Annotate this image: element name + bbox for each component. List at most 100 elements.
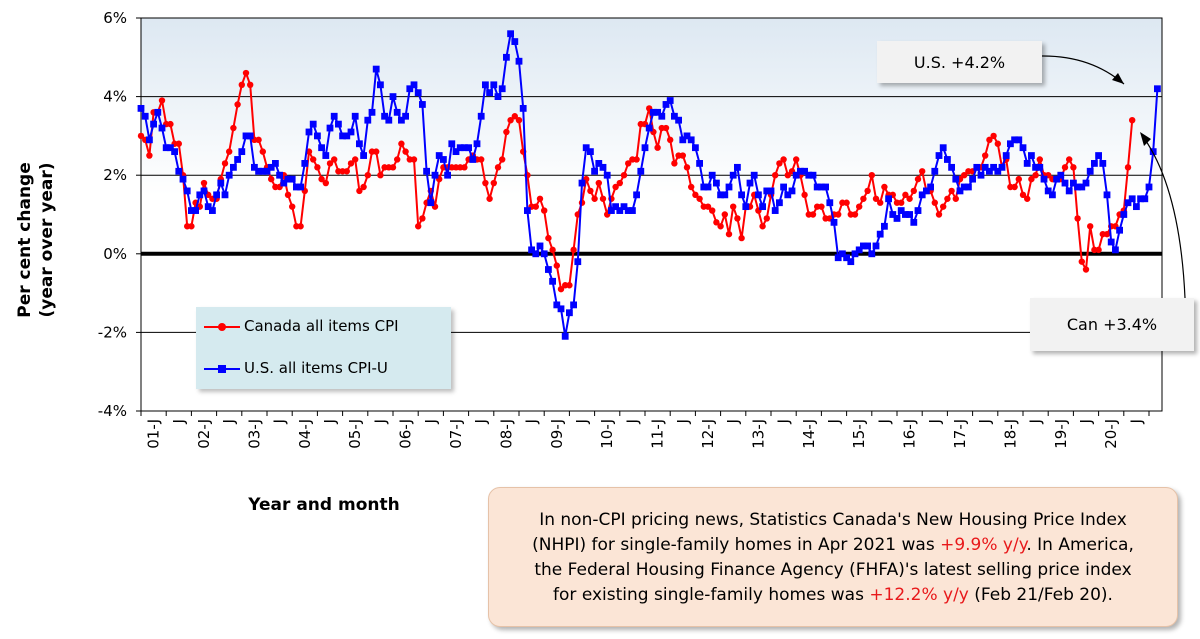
data-point — [251, 163, 258, 171]
data-point — [284, 175, 292, 183]
data-point — [797, 167, 804, 175]
data-point — [688, 183, 695, 191]
data-point — [477, 112, 485, 120]
data-point — [352, 156, 359, 163]
data-point — [872, 195, 880, 202]
data-point — [612, 183, 619, 191]
y-tick-label: 4% — [103, 88, 127, 106]
data-point — [599, 163, 607, 171]
data-point — [511, 113, 518, 120]
data-point — [347, 128, 355, 136]
x-axis: 01-J J 02-J J 03-J J 04-J J 05-J J 06-J J 07-J J 08-J J… — [140, 411, 1150, 449]
data-point — [948, 163, 955, 171]
y-tick-label: 2% — [103, 166, 127, 184]
data-point — [1074, 183, 1081, 191]
data-point — [196, 191, 204, 199]
data-point — [608, 207, 615, 214]
x-tick-label-year: 09-J — [548, 419, 566, 449]
data-point — [633, 156, 640, 163]
data-point — [318, 175, 325, 183]
data-point — [898, 199, 905, 206]
data-point — [658, 112, 666, 120]
data-point — [507, 30, 514, 38]
data-point — [200, 179, 208, 187]
data-point — [1128, 195, 1136, 203]
data-point — [389, 164, 397, 171]
x-tick-label-month: J — [1077, 419, 1095, 424]
data-point — [650, 108, 657, 116]
x-tick-label-year: 15-J — [850, 419, 868, 449]
y-tick-label: 0% — [103, 245, 127, 263]
data-point — [150, 120, 157, 128]
data-point — [998, 163, 1006, 171]
data-point — [624, 207, 632, 214]
series-us — [137, 30, 1161, 340]
data-point — [335, 120, 342, 128]
data-point — [255, 136, 262, 144]
data-point — [587, 148, 594, 156]
data-point — [641, 144, 649, 152]
data-point — [696, 160, 703, 167]
x-tick-label-month: J — [573, 419, 591, 424]
data-point — [889, 211, 897, 218]
data-point — [620, 172, 628, 179]
data-point — [519, 104, 527, 112]
data-point — [377, 81, 384, 89]
x-tick-label-year: 18-J — [1001, 419, 1019, 449]
x-tick-label-year: 02-J — [195, 419, 213, 449]
x-tick-label-year: 01-J — [145, 419, 163, 449]
data-point — [755, 191, 762, 199]
data-point — [994, 140, 1001, 147]
data-point — [314, 164, 321, 171]
callout-can: Can +3.4% — [1030, 298, 1194, 351]
data-point — [343, 168, 350, 175]
data-point — [267, 163, 275, 171]
fhfa-highlight: +12.2% y/y — [869, 585, 969, 605]
data-point — [897, 207, 905, 214]
x-tick-label-year: 12-J — [699, 419, 717, 449]
data-point — [226, 148, 233, 155]
data-point — [326, 160, 334, 167]
data-point — [419, 215, 426, 222]
data-point — [834, 254, 842, 262]
data-point — [322, 179, 329, 187]
data-point — [759, 223, 766, 230]
y-axis-title: Per cent change (year over year) — [15, 162, 57, 318]
data-point — [1023, 160, 1031, 167]
data-point — [221, 160, 229, 167]
data-point — [948, 187, 955, 195]
data-point — [616, 207, 624, 214]
data-point — [158, 97, 166, 104]
data-point — [595, 179, 602, 187]
data-point — [288, 175, 296, 183]
data-point — [452, 148, 460, 156]
x-tick-label-year: 06-J — [397, 419, 415, 449]
data-point — [1141, 195, 1149, 203]
data-point — [801, 167, 808, 175]
x-tick-label-month: J — [724, 419, 742, 424]
data-point — [188, 207, 195, 214]
note-line-1: In non-CPI pricing news, Statistics Cana… — [539, 510, 1127, 530]
data-point — [183, 187, 191, 195]
x-tick-label-year: 05-J — [346, 419, 364, 449]
data-point — [1061, 164, 1069, 171]
data-point — [1015, 175, 1022, 183]
data-point — [923, 187, 930, 195]
data-point — [734, 215, 741, 222]
data-point — [977, 171, 985, 179]
data-point — [566, 309, 573, 317]
data-point — [742, 203, 750, 211]
data-point — [654, 108, 661, 116]
data-point — [410, 81, 418, 89]
x-tick-label-month: J — [674, 419, 692, 424]
data-point — [200, 187, 208, 195]
data-point — [780, 156, 787, 163]
data-point — [709, 207, 716, 214]
data-point — [532, 203, 539, 210]
data-point — [347, 160, 355, 167]
series-canada — [137, 69, 1136, 293]
data-point — [881, 183, 888, 191]
x-tick-label-year: 03-J — [245, 419, 263, 449]
data-point — [406, 85, 414, 93]
data-point — [1095, 152, 1102, 159]
